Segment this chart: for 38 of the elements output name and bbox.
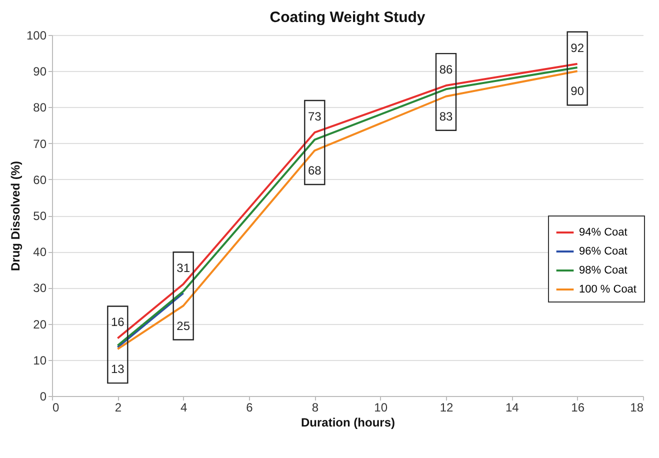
legend-label: 94% Coat [579,226,628,238]
y-tick-label: 20 [33,317,47,332]
data-label: 86 [439,62,453,77]
x-tick-label: 18 [630,400,644,414]
y-tick-label: 60 [33,172,47,187]
data-label: 68 [308,164,322,178]
x-tick-label: 0 [52,400,60,414]
y-tick-label: 70 [33,136,47,151]
x-tick-label: 6 [246,400,254,414]
data-label: 90 [570,84,584,98]
y-tick-label: 100 [26,28,47,42]
x-tick-label: 12 [440,400,454,414]
legend-label: 96% Coat [579,246,628,258]
data-label: 16 [110,315,125,330]
data-label: 13 [110,362,125,376]
y-tick-label: 0 [40,390,47,404]
data-label: 31 [176,261,190,276]
x-tick-label: 8 [312,400,319,414]
y-tick-label: 10 [33,353,47,368]
y-tick-label: 30 [33,281,47,296]
x-tick-label: 10 [374,400,388,414]
y-tick-label: 50 [33,209,47,223]
x-tick-label: 2 [114,400,122,414]
data-label: 83 [439,109,453,124]
data-label: 73 [308,109,322,124]
x-axis-title: Duration (hours) [301,416,395,430]
x-tick-label: 16 [571,400,585,414]
x-tick-label: 14 [505,400,520,414]
y-axis-title: Drug Dissolved (%) [8,160,22,272]
legend-label: 100 % Coat [579,284,636,296]
chart-title: Coating Weight Study [270,9,426,26]
data-label: 92 [570,40,584,55]
legend-label: 98% Coat [579,264,628,276]
data-label: 25 [176,318,190,333]
y-tick-label: 40 [33,245,47,260]
y-tick-label: 80 [33,100,47,115]
y-tick-label: 90 [33,64,47,79]
x-tick-label: 4 [180,400,188,414]
